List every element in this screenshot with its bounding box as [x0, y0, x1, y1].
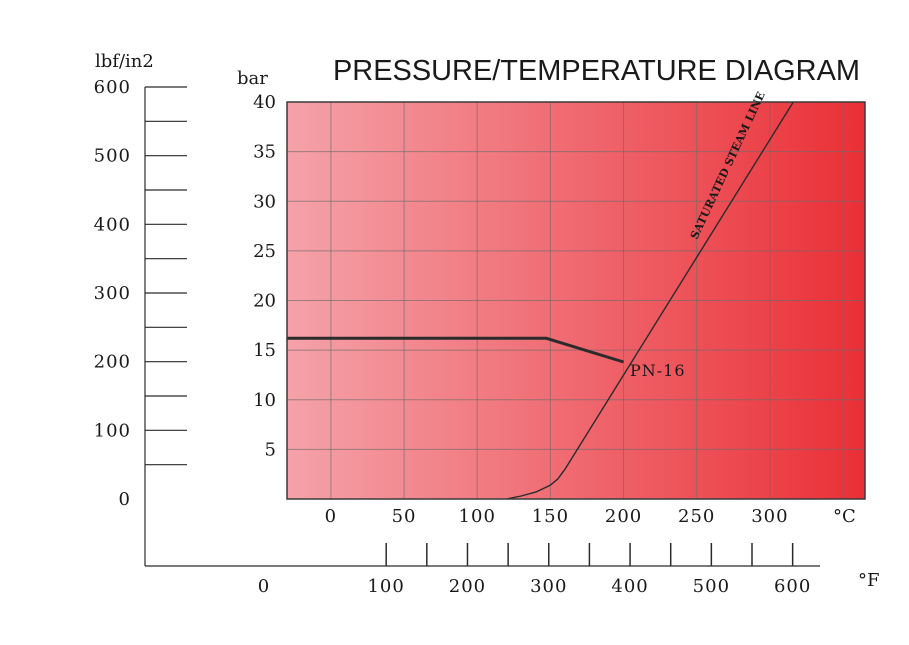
fahrenheit-tick-label: 600	[774, 576, 811, 597]
bar-tick-label: 5	[265, 439, 276, 460]
celsius-tick-labels: 0 50 100 150 200 250 300	[325, 506, 788, 527]
psi-tick-label: 100	[94, 420, 131, 441]
celsius-tick-label: 0	[325, 506, 337, 527]
pn16-line	[287, 336, 625, 364]
plot-frame	[286, 101, 866, 500]
celsius-unit-label: °C	[833, 506, 856, 527]
celsius-tick-label: 200	[605, 506, 642, 527]
celsius-tick-label: 100	[459, 506, 496, 527]
bar-tick-label: 15	[253, 340, 276, 361]
bar-tick-labels: 5 10 15 20 25 30 35 40	[253, 92, 276, 460]
chart-title: PRESSURE/TEMPERATURE DIAGRAM	[333, 55, 860, 87]
celsius-tick-label: 150	[532, 506, 569, 527]
bar-tick-label: 30	[253, 191, 276, 212]
fahrenheit-tick-label: 100	[367, 576, 404, 597]
fahrenheit-tick-label: 200	[449, 576, 486, 597]
fahrenheit-tick-label: 0	[258, 576, 270, 597]
psi-tick-label: 600	[94, 77, 131, 98]
bar-tick-label: 25	[253, 241, 276, 262]
psi-tick-label: 200	[94, 352, 131, 373]
fahrenheit-unit-label: °F	[858, 570, 880, 591]
psi-tick-label: 0	[119, 489, 131, 510]
fahrenheit-tick-label: 300	[530, 576, 567, 597]
saturated-steam-line	[506, 101, 794, 500]
psi-tick-label: 500	[94, 146, 131, 167]
curves	[287, 101, 794, 500]
bar-tick-label: 40	[253, 92, 276, 113]
celsius-tick-label: 250	[678, 506, 715, 527]
bar-tick-label: 10	[253, 390, 276, 411]
celsius-tick-label: 50	[392, 506, 417, 527]
bar-tick-label: 35	[253, 142, 276, 163]
psi-unit-label: lbf/in2	[95, 51, 154, 72]
fahrenheit-axis: 0 100 200 300 400 500 600	[258, 543, 811, 597]
pn16-series-label: PN-16	[630, 361, 686, 380]
grid-lines	[287, 102, 865, 499]
fahrenheit-tick-label: 400	[611, 576, 648, 597]
bar-tick-label: 20	[253, 291, 276, 312]
psi-tick-label: 400	[94, 214, 131, 235]
psi-tick-label: 300	[94, 283, 131, 304]
bar-unit-label: bar	[237, 68, 268, 89]
fahrenheit-tick-label: 500	[693, 576, 730, 597]
celsius-tick-label: 300	[751, 506, 788, 527]
